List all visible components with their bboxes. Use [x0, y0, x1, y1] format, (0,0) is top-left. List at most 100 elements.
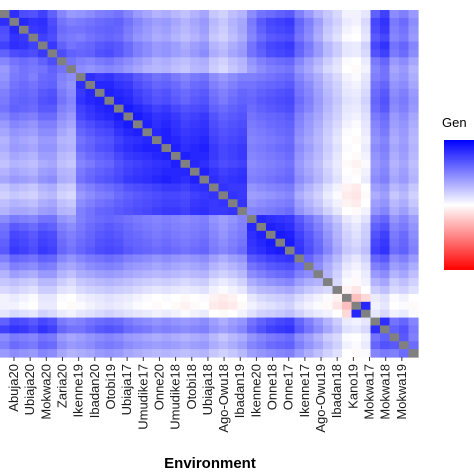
heatmap-cell	[389, 144, 400, 153]
heatmap-cell	[361, 159, 372, 169]
heatmap-cell	[133, 41, 144, 51]
heatmap-cell	[133, 159, 144, 169]
heatmap-cell	[389, 238, 400, 248]
heatmap-cell	[237, 175, 248, 185]
heatmap-cell	[161, 341, 172, 350]
heatmap-cell	[285, 278, 296, 287]
heatmap-cell	[171, 325, 182, 334]
heatmap-cell	[57, 144, 68, 153]
heatmap-cell	[123, 167, 134, 177]
heatmap-cell	[209, 88, 220, 98]
heatmap-cell	[228, 207, 239, 216]
heatmap-cell	[370, 222, 381, 232]
heatmap-diagonal-cell	[76, 73, 87, 82]
heatmap-cell	[76, 57, 87, 66]
heatmap-cell	[161, 262, 172, 271]
heatmap-cell	[161, 159, 172, 169]
heatmap-cell	[285, 65, 296, 74]
heatmap-cell	[28, 215, 39, 224]
heatmap-cell	[380, 278, 391, 287]
heatmap-cell	[285, 167, 296, 177]
heatmap-cell	[285, 215, 296, 224]
heatmap-cell	[256, 159, 267, 169]
heatmap-cell	[142, 159, 153, 169]
heatmap-cell	[76, 167, 87, 177]
heatmap-cell	[57, 136, 68, 145]
heatmap-cell	[332, 10, 343, 19]
heatmap-cell	[342, 246, 353, 256]
heatmap-cell	[266, 199, 277, 208]
heatmap-cell	[294, 333, 305, 342]
heatmap-cell	[304, 49, 315, 58]
heatmap-cell	[361, 199, 372, 208]
heatmap-cell	[171, 333, 182, 342]
heatmap-cell	[218, 333, 229, 342]
heatmap-cell	[228, 112, 239, 122]
heatmap-cell	[313, 175, 324, 185]
heatmap-cell	[199, 73, 210, 82]
heatmap-cell	[95, 246, 106, 256]
heatmap-cell	[370, 309, 381, 319]
heatmap-cell	[180, 96, 191, 106]
heatmap-cell	[66, 286, 77, 295]
heatmap-cell	[180, 88, 191, 98]
heatmap-cell	[294, 230, 305, 240]
heatmap-cell	[180, 207, 191, 216]
heatmap-cell	[152, 246, 163, 256]
heatmap-cell	[408, 199, 419, 208]
heatmap-cell	[408, 88, 419, 98]
heatmap-cell	[408, 207, 419, 216]
heatmap-cell	[209, 301, 220, 311]
heatmap-cell	[190, 183, 201, 192]
heatmap-cell	[380, 144, 391, 153]
heatmap-cell	[190, 25, 201, 35]
heatmap-cell	[399, 33, 410, 43]
heatmap-cell	[190, 17, 201, 27]
heatmap-cell	[123, 144, 134, 153]
heatmap-cell	[180, 183, 191, 192]
heatmap-cell	[399, 80, 410, 90]
heatmap-cell	[399, 167, 410, 177]
heatmap-cell	[342, 278, 353, 287]
heatmap-cell	[304, 136, 315, 145]
heatmap-cell	[95, 349, 106, 358]
heatmap-cell	[247, 207, 258, 216]
heatmap-cell	[85, 175, 96, 185]
heatmap-cell	[275, 286, 286, 295]
legend: Gen	[442, 115, 474, 270]
heatmap-cell	[104, 301, 115, 311]
heatmap-cell	[408, 96, 419, 106]
heatmap-cell	[190, 293, 201, 303]
heatmap-cell	[370, 25, 381, 35]
heatmap-cell	[209, 215, 220, 224]
heatmap-cell	[152, 262, 163, 271]
heatmap-cell	[228, 96, 239, 106]
heatmap-cell	[47, 88, 58, 98]
heatmap-cell	[190, 151, 201, 161]
heatmap-cell	[133, 183, 144, 192]
heatmap-cell	[389, 246, 400, 256]
heatmap-cell	[361, 230, 372, 240]
heatmap-cell	[57, 80, 68, 90]
heatmap-cell	[57, 286, 68, 295]
heatmap-cell	[133, 57, 144, 66]
heatmap-cell	[66, 159, 77, 169]
heatmap-cell	[76, 215, 87, 224]
heatmap-cell	[228, 215, 239, 224]
heatmap-cell	[313, 128, 324, 137]
heatmap-cell	[104, 65, 115, 74]
heatmap-cell	[190, 128, 201, 137]
heatmap-cell	[114, 317, 125, 327]
heatmap-cell	[228, 293, 239, 303]
heatmap-cell	[142, 41, 153, 51]
heatmap-cell	[133, 309, 144, 319]
heatmap-cell	[66, 238, 77, 248]
heatmap-cell	[57, 293, 68, 303]
heatmap-cell	[237, 254, 248, 263]
heatmap-cell	[351, 65, 362, 74]
heatmap-cell	[85, 199, 96, 208]
heatmap-diagonal-cell	[114, 104, 125, 114]
heatmap-cell	[171, 136, 182, 145]
heatmap-cell	[0, 159, 11, 169]
heatmap-cell	[104, 151, 115, 161]
